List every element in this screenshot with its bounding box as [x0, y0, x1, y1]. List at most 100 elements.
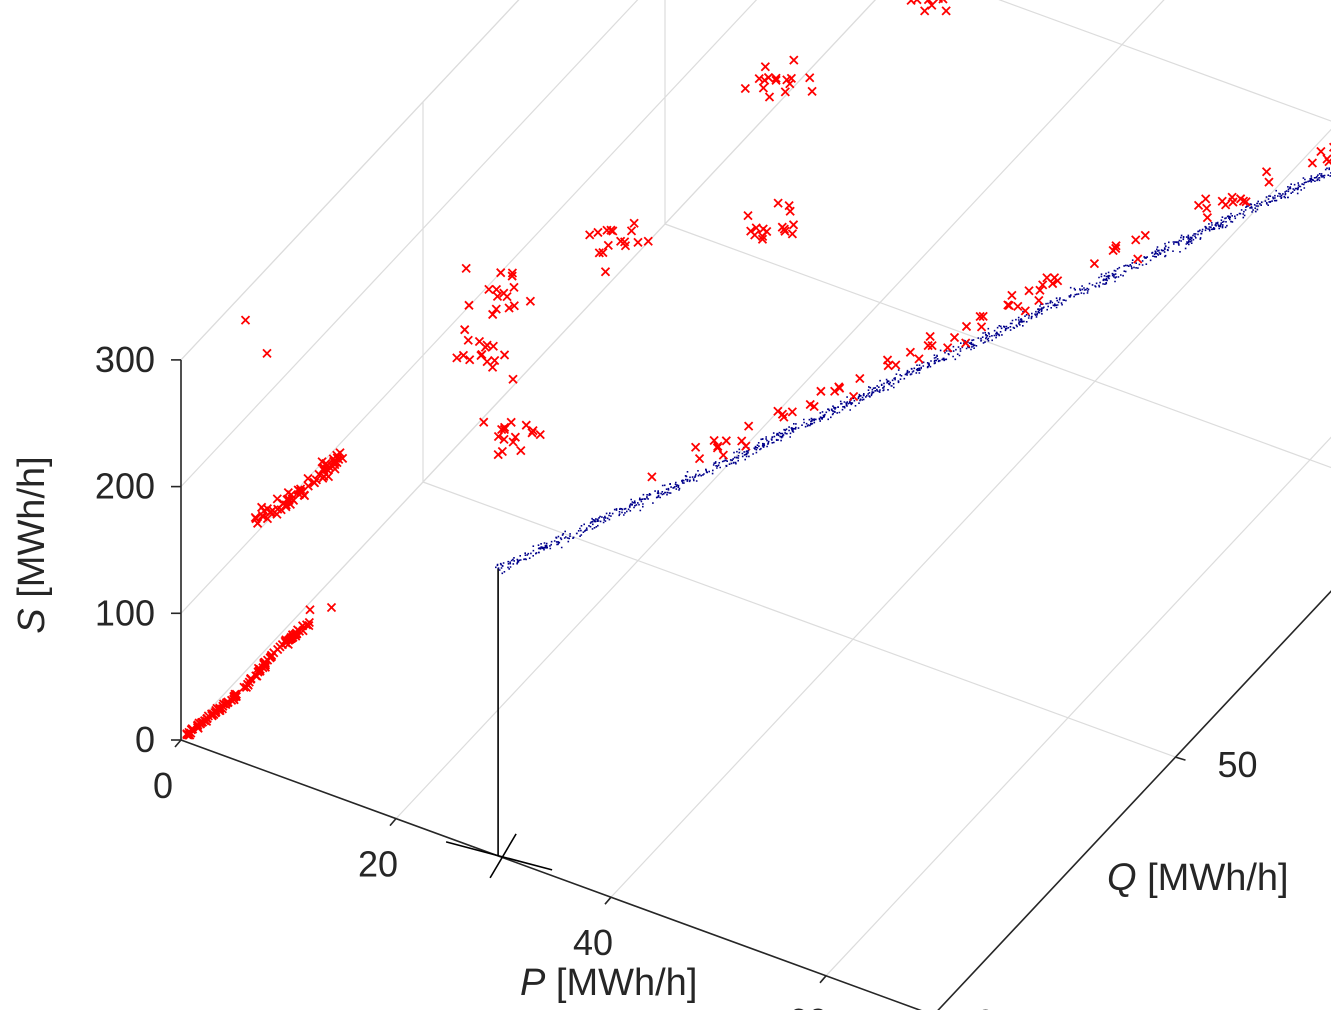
floor-grid-line	[610, 128, 1331, 898]
red-x-point	[1193, 200, 1204, 211]
red-x-point	[598, 247, 608, 258]
red-x-point	[643, 236, 653, 246]
x-axis-var: P	[520, 962, 546, 1004]
red-x-point	[465, 355, 475, 365]
red-x-point	[883, 361, 893, 371]
red-x-point	[314, 469, 324, 480]
red-x-point	[718, 450, 728, 460]
x-tick-mark	[174, 739, 182, 748]
red-x-point	[507, 271, 517, 281]
y-axis-var: Q	[1107, 857, 1137, 899]
y-tick-label: 0	[976, 1002, 996, 1010]
red-x-point	[516, 445, 526, 456]
red-x-point	[620, 241, 631, 251]
red-x-point	[978, 311, 988, 321]
red-x-point	[760, 62, 770, 72]
red-x-point	[1131, 235, 1141, 245]
red-x-point	[326, 602, 337, 613]
y-axis-label: Q [MWh/h]	[1107, 857, 1289, 899]
red-x-point	[777, 409, 788, 419]
red-x-point	[499, 350, 510, 360]
z-tick-label: 100	[95, 592, 155, 633]
floor-cross	[445, 841, 553, 871]
red-x-point	[751, 223, 761, 233]
red-x-point	[1024, 286, 1034, 296]
red-x-point	[600, 267, 611, 277]
x-tick-label: 60	[788, 1001, 828, 1010]
grid-lines	[180, 0, 1331, 1010]
red-x-point	[491, 284, 502, 295]
red-x-point	[1201, 194, 1211, 204]
x-tick-label: 0	[153, 765, 173, 806]
red-x-point	[834, 383, 845, 393]
red-x-point	[788, 220, 799, 230]
x-axis-unit: [MWh/h]	[545, 962, 697, 1004]
red-x-point	[185, 730, 195, 740]
red-x-point	[474, 336, 485, 347]
red-x-point	[593, 227, 603, 238]
red-x-point	[535, 429, 545, 440]
red-x-point	[927, 340, 937, 351]
red-x-point	[1052, 276, 1063, 286]
red-x-point	[1048, 278, 1058, 289]
floor-grid-line	[422, 481, 1176, 758]
red-x-point	[1140, 230, 1150, 240]
red-x-point	[789, 55, 799, 65]
red-x-point	[245, 674, 256, 684]
red-x-point	[757, 234, 768, 244]
red-x-point	[771, 75, 781, 85]
red-x-point	[787, 229, 798, 239]
red-x-point	[780, 226, 790, 236]
vertical-markers	[445, 568, 553, 879]
z-axis-unit: [MWh/h]	[11, 456, 53, 608]
red-x-point	[476, 350, 486, 361]
red-x-point	[905, 347, 916, 357]
red-x-point	[961, 338, 971, 348]
red-x-point	[303, 473, 313, 484]
red-x-point	[606, 225, 616, 235]
red-x-point	[527, 428, 537, 438]
red-x-point	[760, 75, 770, 85]
red-x-point	[1202, 203, 1212, 213]
red-x-point	[193, 723, 203, 733]
red-x-point	[461, 263, 471, 274]
red-x-point	[464, 300, 474, 310]
red-x-point	[240, 315, 251, 325]
red-x-point	[267, 505, 278, 515]
red-x-point	[949, 332, 960, 343]
red-x-point	[786, 73, 797, 84]
left-wall-grid-line	[180, 0, 520, 361]
red-x-point	[764, 92, 775, 102]
back-wall-grid-line	[1028, 0, 1331, 112]
tick-labels: 02040600501001500100200300	[95, 339, 1258, 1010]
red-x-point	[499, 422, 510, 433]
series-red	[182, 0, 1331, 740]
z-tick-label: 300	[95, 339, 155, 380]
red-x-point	[785, 206, 795, 216]
red-x-point	[758, 224, 768, 234]
red-x-point	[294, 626, 305, 636]
red-x-point	[807, 86, 817, 96]
red-x-point	[787, 407, 797, 417]
red-x-point	[510, 432, 521, 442]
red-x-point	[1038, 280, 1048, 290]
red-x-point	[502, 291, 512, 302]
red-x-point	[923, 0, 934, 5]
y-axis-unit: [MWh/h]	[1137, 857, 1289, 899]
red-x-point	[196, 717, 207, 728]
red-x-point	[260, 657, 270, 667]
red-x-point	[855, 373, 865, 384]
red-x-point	[488, 341, 498, 351]
red-x-point	[242, 679, 253, 689]
red-x-point	[933, 0, 944, 4]
red-x-point	[848, 391, 859, 402]
red-x-point	[941, 6, 951, 16]
red-x-point	[1034, 295, 1044, 306]
left-wall-grid-line	[180, 0, 758, 614]
red-x-point	[1007, 290, 1017, 300]
red-x-point	[1111, 241, 1121, 251]
red-x-point	[496, 268, 506, 278]
red-x-point	[633, 237, 643, 248]
box-edge	[180, 0, 520, 361]
floor-grid-line	[395, 0, 1165, 820]
